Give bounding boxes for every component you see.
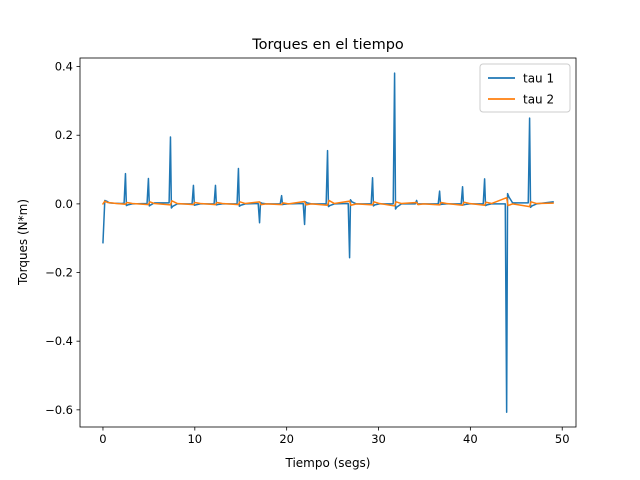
- legend: tau 1 tau 2: [479, 63, 571, 113]
- axes: 0 10 20 30 40 50 −0.6 −0.4 −0.2 0.0 0.2 0.4: [45, 57, 577, 446]
- legend-label-2: tau 2: [523, 93, 554, 107]
- y-tick-label: −0.6: [45, 403, 73, 417]
- x-axis-label: Tiempo (segs): [284, 456, 370, 470]
- series-line-2: [101, 196, 554, 208]
- axes-frame: [79, 57, 577, 428]
- x-tick-label: 30: [371, 432, 386, 446]
- y-tick-label: 0.0: [55, 197, 73, 211]
- x-tick-label: 0: [99, 432, 106, 446]
- y-tick-label: −0.2: [45, 266, 73, 280]
- x-tick-label: 50: [555, 432, 570, 446]
- y-axis-label: Torques (N*m): [16, 199, 30, 286]
- y-tick-label: −0.4: [45, 334, 73, 348]
- y-tick-label: 0.4: [55, 60, 73, 74]
- x-tick-label: 10: [187, 432, 202, 446]
- legend-label-1: tau 1: [523, 72, 554, 86]
- legend-box: [479, 63, 571, 113]
- chart-title: Torques en el tiempo: [251, 37, 404, 53]
- y-tick-label: 0.2: [55, 128, 73, 142]
- x-tick-label: 40: [463, 432, 478, 446]
- plot-area: [101, 72, 554, 413]
- x-tick-label: 20: [279, 432, 294, 446]
